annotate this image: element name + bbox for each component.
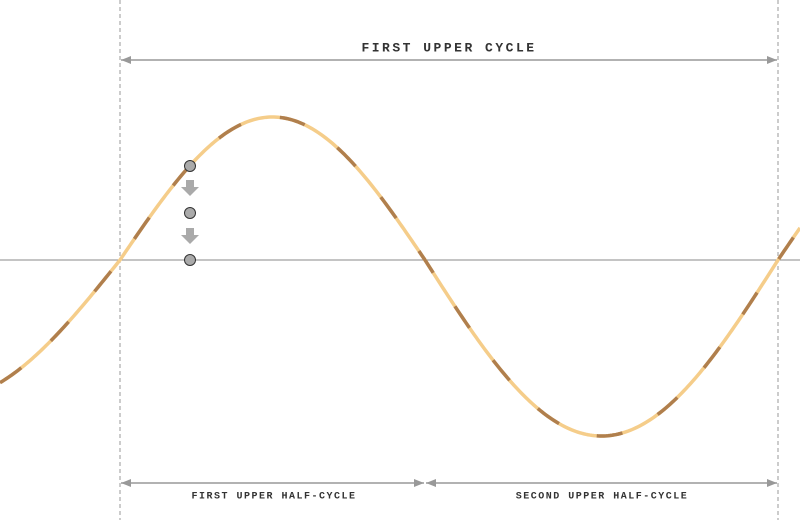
cycle-label: FIRST UPPER CYCLE — [361, 40, 536, 55]
point — [184, 160, 196, 172]
point — [184, 207, 196, 219]
arrow — [181, 180, 199, 196]
half-cycle-label: SECOND UPPER HALF-CYCLE — [516, 492, 689, 503]
descent-markers — [181, 160, 199, 266]
half-cycle-label: FIRST UPPER HALF-CYCLE — [191, 492, 356, 503]
arrow — [181, 228, 199, 244]
point — [184, 254, 196, 266]
wave-dashes — [0, 115, 800, 438]
